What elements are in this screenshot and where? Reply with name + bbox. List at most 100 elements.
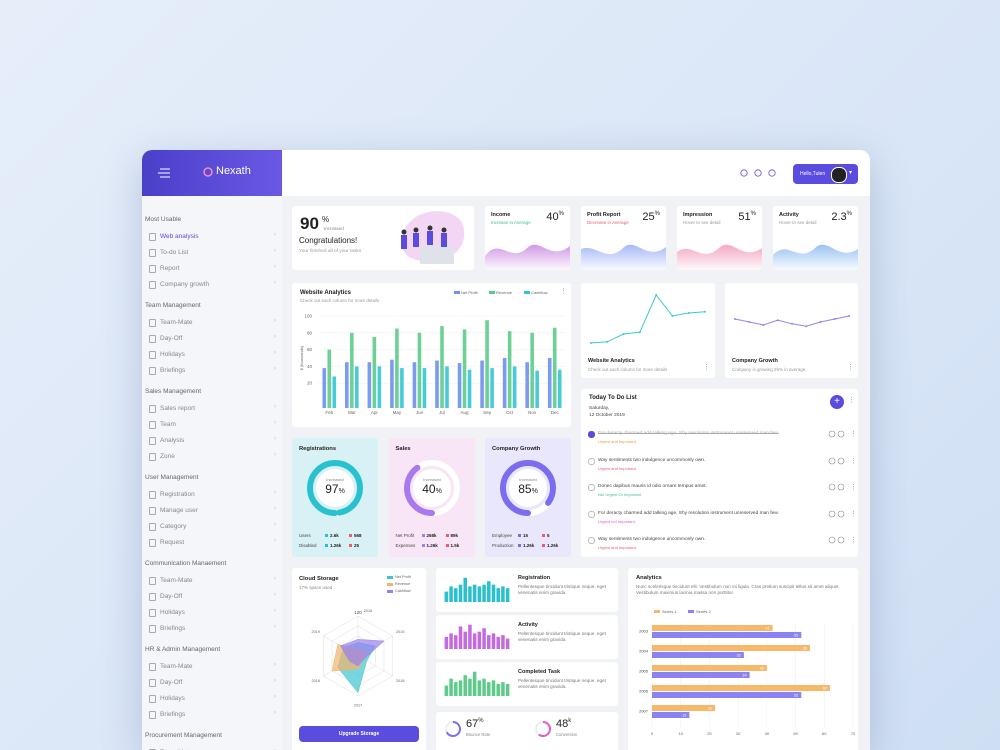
chart: ⋮	[828, 536, 857, 544]
menu-item[interactable]: Zone	[160, 453, 175, 460]
row-marker	[325, 534, 328, 537]
mini-bar	[491, 680, 496, 696]
top-bar: Hello,Tulen ▾	[282, 150, 870, 196]
value-label: 52	[794, 633, 798, 637]
mini-bar	[472, 633, 477, 649]
chart	[444, 577, 510, 602]
todo-tag: Urgent and Important	[598, 439, 636, 444]
todo-check[interactable]	[588, 537, 595, 544]
trend-point	[762, 324, 765, 326]
menu-item[interactable]: Team	[160, 421, 176, 428]
illustration-person	[441, 233, 447, 247]
cloud-card: Cloud Storage 17% space used Net Profit Rev…	[292, 568, 426, 750]
x-tick-label: Oct	[506, 410, 514, 415]
x-tick-label: Sep	[483, 410, 492, 415]
user-button[interactable]: Hello,Tulen ▾	[793, 164, 858, 184]
todo-check[interactable]	[588, 484, 595, 491]
menu-item[interactable]: Analysis	[160, 437, 185, 444]
todo-text: For deracty charmed add talking age. Shy…	[598, 510, 779, 516]
kpi-ring	[535, 721, 551, 737]
stat-value: 2.3	[831, 211, 847, 223]
todo-action-icon	[828, 536, 836, 544]
radar-axis-label: 2019	[312, 630, 320, 634]
chart: ⋮	[828, 510, 857, 518]
y-tick-label: 2006	[639, 689, 649, 694]
chevron: ›	[274, 248, 276, 254]
gauge-card: Registrations Increased 97% Users 2.6k 568 Dis…	[292, 438, 378, 557]
menu-item[interactable]: Briefings	[160, 625, 186, 632]
more-icon: ⋮	[850, 484, 857, 491]
menu-icon	[149, 367, 156, 375]
todo-check[interactable]	[588, 457, 595, 465]
chevron: ›	[274, 490, 276, 496]
section-title: User Management	[145, 474, 199, 481]
menu-item[interactable]: Company growth	[160, 281, 210, 288]
caret: ▾	[849, 170, 853, 176]
x-tick-label: 20	[707, 731, 712, 736]
mini-bar	[463, 577, 467, 602]
menu-item[interactable]: Category	[160, 523, 187, 530]
kpi-value: 48	[556, 718, 569, 730]
trend-title: Website Analytics	[588, 358, 635, 364]
chevron: ›	[274, 452, 276, 458]
menu-item[interactable]: Team-Mate	[160, 663, 193, 670]
bar	[652, 652, 744, 658]
trend-point	[590, 342, 592, 344]
menu-item[interactable]: To-do List	[160, 249, 189, 256]
legend-label: Net Profit	[461, 290, 478, 295]
y-tick-label: 2003	[639, 629, 649, 634]
menu-item[interactable]: Team-Mate	[160, 577, 193, 584]
menu-item[interactable]: Web analysis	[160, 233, 199, 240]
radar-axis-label: 2016	[364, 609, 372, 613]
menu-item[interactable]: Holidays	[160, 609, 185, 616]
menu-item[interactable]: Report	[160, 265, 180, 272]
menu-item[interactable]: Registration	[160, 491, 195, 498]
illustration-person	[401, 229, 407, 235]
menu-item[interactable]: Holidays	[160, 351, 185, 358]
gauge-title: Company Growth	[492, 446, 541, 452]
menu-item[interactable]: Briefings	[160, 367, 186, 374]
chart	[485, 244, 570, 270]
bar	[507, 331, 512, 408]
todo-check[interactable]	[588, 510, 595, 518]
section-title: Sales Management	[145, 388, 202, 395]
mini-title: Activity	[518, 622, 538, 628]
chevron: ›	[274, 404, 276, 410]
chevron: ›	[274, 662, 276, 668]
section-title: Team Management	[145, 302, 201, 309]
bar	[552, 327, 557, 408]
bar	[652, 712, 690, 718]
add-button[interactable]: +	[830, 395, 844, 409]
y-tick-label: 20	[307, 381, 313, 386]
menu-item[interactable]: Briefings	[160, 711, 186, 718]
mini-bar	[477, 631, 482, 649]
todo-check[interactable]	[588, 431, 595, 438]
menu-item[interactable]: Holidays	[160, 695, 185, 702]
chevron: ›	[274, 538, 276, 544]
chart: ⋮	[828, 483, 857, 491]
x-tick-label: 30	[736, 731, 741, 736]
menu-item[interactable]: Request	[160, 539, 185, 546]
chart	[677, 244, 762, 270]
menu-item[interactable]: Day-Off	[160, 335, 183, 342]
illustration-person	[401, 235, 407, 249]
menu-item[interactable]: Day-Off	[160, 679, 183, 686]
menu-item[interactable]: Sales report	[160, 405, 196, 412]
stat-title: Activity	[779, 212, 799, 218]
mini-card: Activity Pellentesque tincidunt tristique…	[436, 615, 618, 659]
bar	[322, 368, 327, 408]
bar	[327, 349, 332, 408]
mini-bar	[487, 682, 491, 696]
gauge-arc	[307, 460, 363, 516]
todo-action-icon	[837, 510, 845, 517]
x-tick-label: Aug	[461, 410, 470, 415]
menu-item[interactable]: Day-Off	[160, 593, 183, 600]
menu-icon	[149, 437, 156, 445]
chart	[734, 315, 850, 328]
x-tick-label: 50	[793, 731, 798, 736]
menu-item[interactable]: Manage user	[160, 507, 198, 514]
menu-item[interactable]: Team-Mate	[160, 319, 193, 326]
upgrade-button[interactable]: Upgrade Storage	[299, 726, 419, 742]
